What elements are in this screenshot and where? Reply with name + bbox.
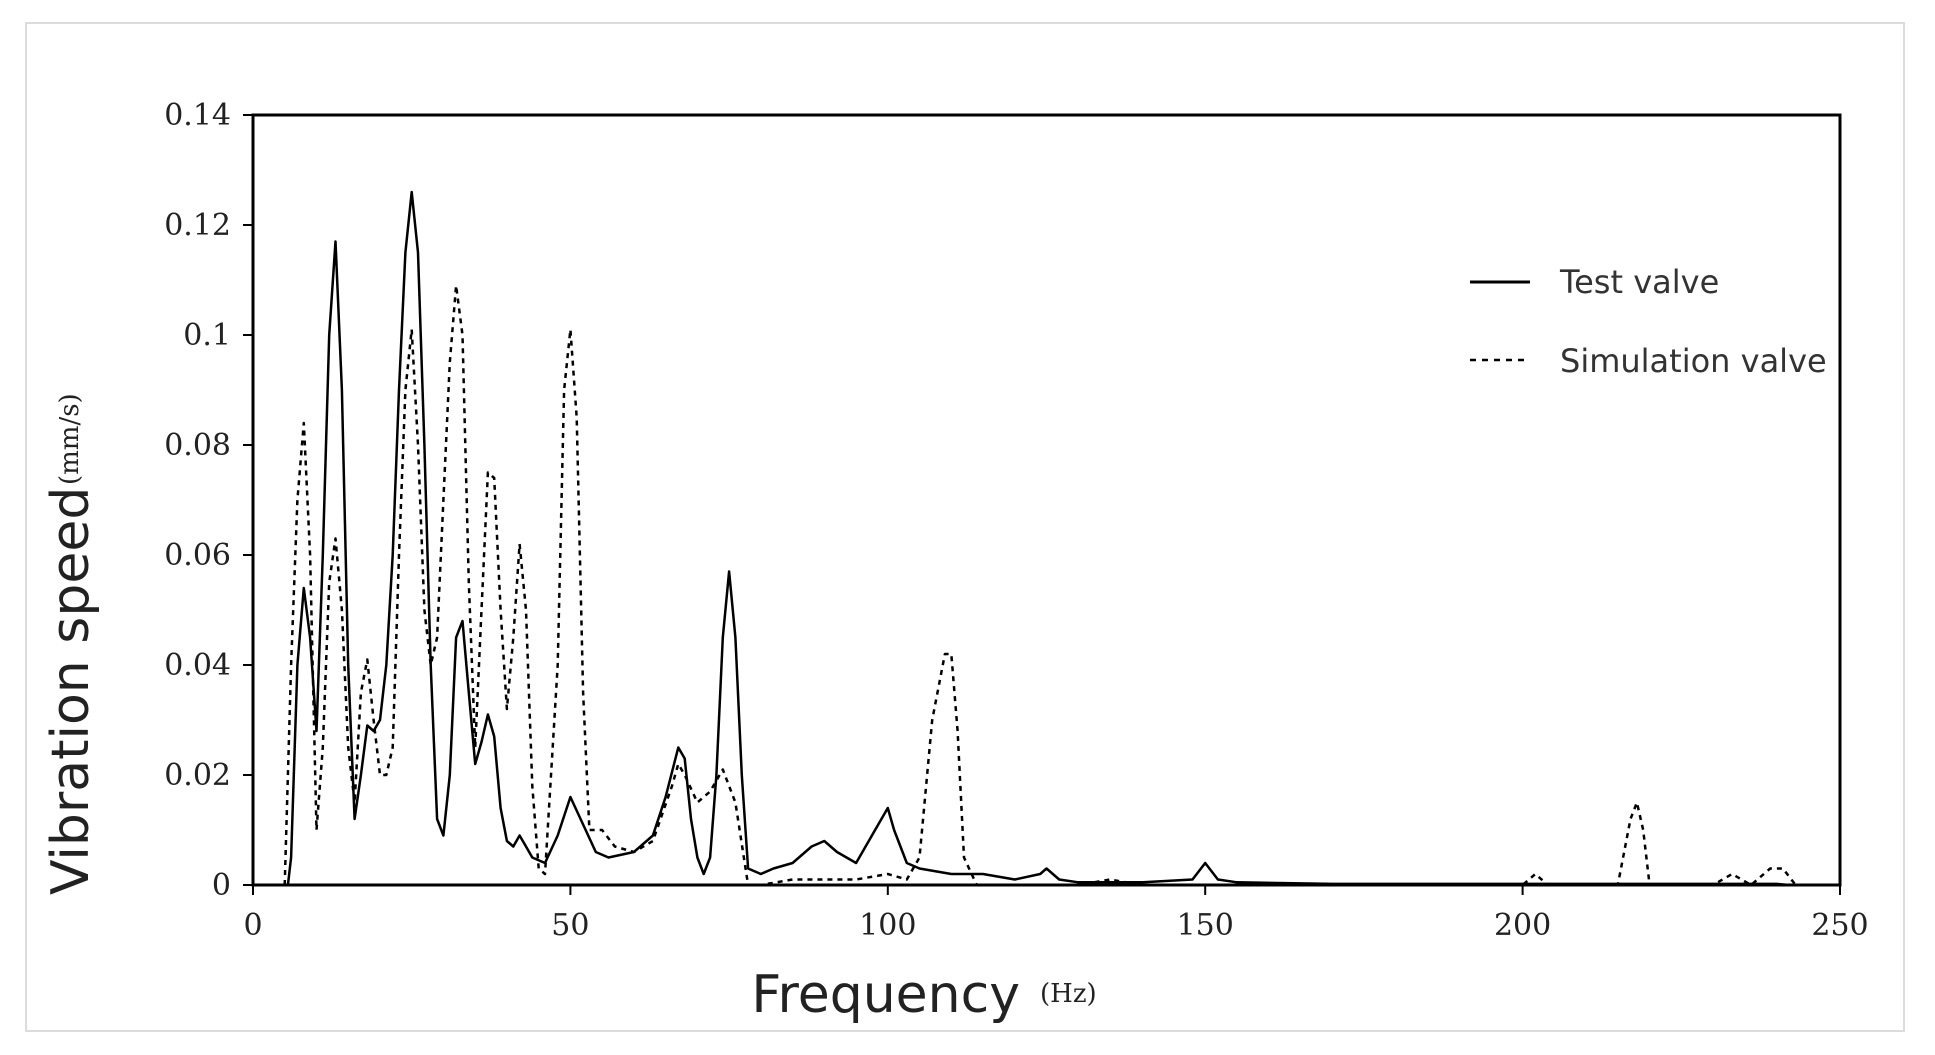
y-tick-label: 0.04 bbox=[164, 648, 231, 683]
x-tick-label: 150 bbox=[1177, 908, 1234, 943]
legend-label-test-valve: Test valve bbox=[1559, 263, 1719, 301]
chart-frame bbox=[25, 22, 1905, 1032]
y-tick-label: 0.1 bbox=[183, 318, 231, 353]
y-axis-title: Vibration speed bbox=[41, 487, 101, 895]
x-axis-unit: (Hz) bbox=[1040, 979, 1097, 1009]
y-tick-label: 0.02 bbox=[164, 758, 231, 793]
x-tick-label: 250 bbox=[1811, 908, 1868, 943]
x-axis-title: Frequency bbox=[751, 965, 1020, 1025]
x-tick-label: 50 bbox=[551, 908, 589, 943]
x-tick-label: 100 bbox=[859, 908, 916, 943]
plot-area bbox=[251, 113, 1842, 887]
legend-label-simulation-valve: Simulation valve bbox=[1560, 342, 1827, 380]
y-tick-label: 0 bbox=[212, 868, 231, 903]
y-tick-label: 0.08 bbox=[164, 428, 231, 463]
legend: Test valve Simulation valve bbox=[1470, 263, 1827, 380]
x-axis: 0 50 100 150 200 250 bbox=[243, 885, 1869, 943]
x-tick-label: 200 bbox=[1494, 908, 1551, 943]
y-axis-unit: (mm/s) bbox=[55, 393, 85, 485]
y-axis: 0 0.02 0.04 0.06 0.08 0.1 0.12 0.14 bbox=[164, 98, 253, 903]
x-tick-label: 0 bbox=[243, 908, 262, 943]
y-tick-label: 0.14 bbox=[164, 98, 231, 133]
series-line-test-valve bbox=[286, 190, 1790, 887]
y-tick-label: 0.06 bbox=[164, 538, 231, 573]
y-tick-label: 0.12 bbox=[164, 208, 231, 243]
